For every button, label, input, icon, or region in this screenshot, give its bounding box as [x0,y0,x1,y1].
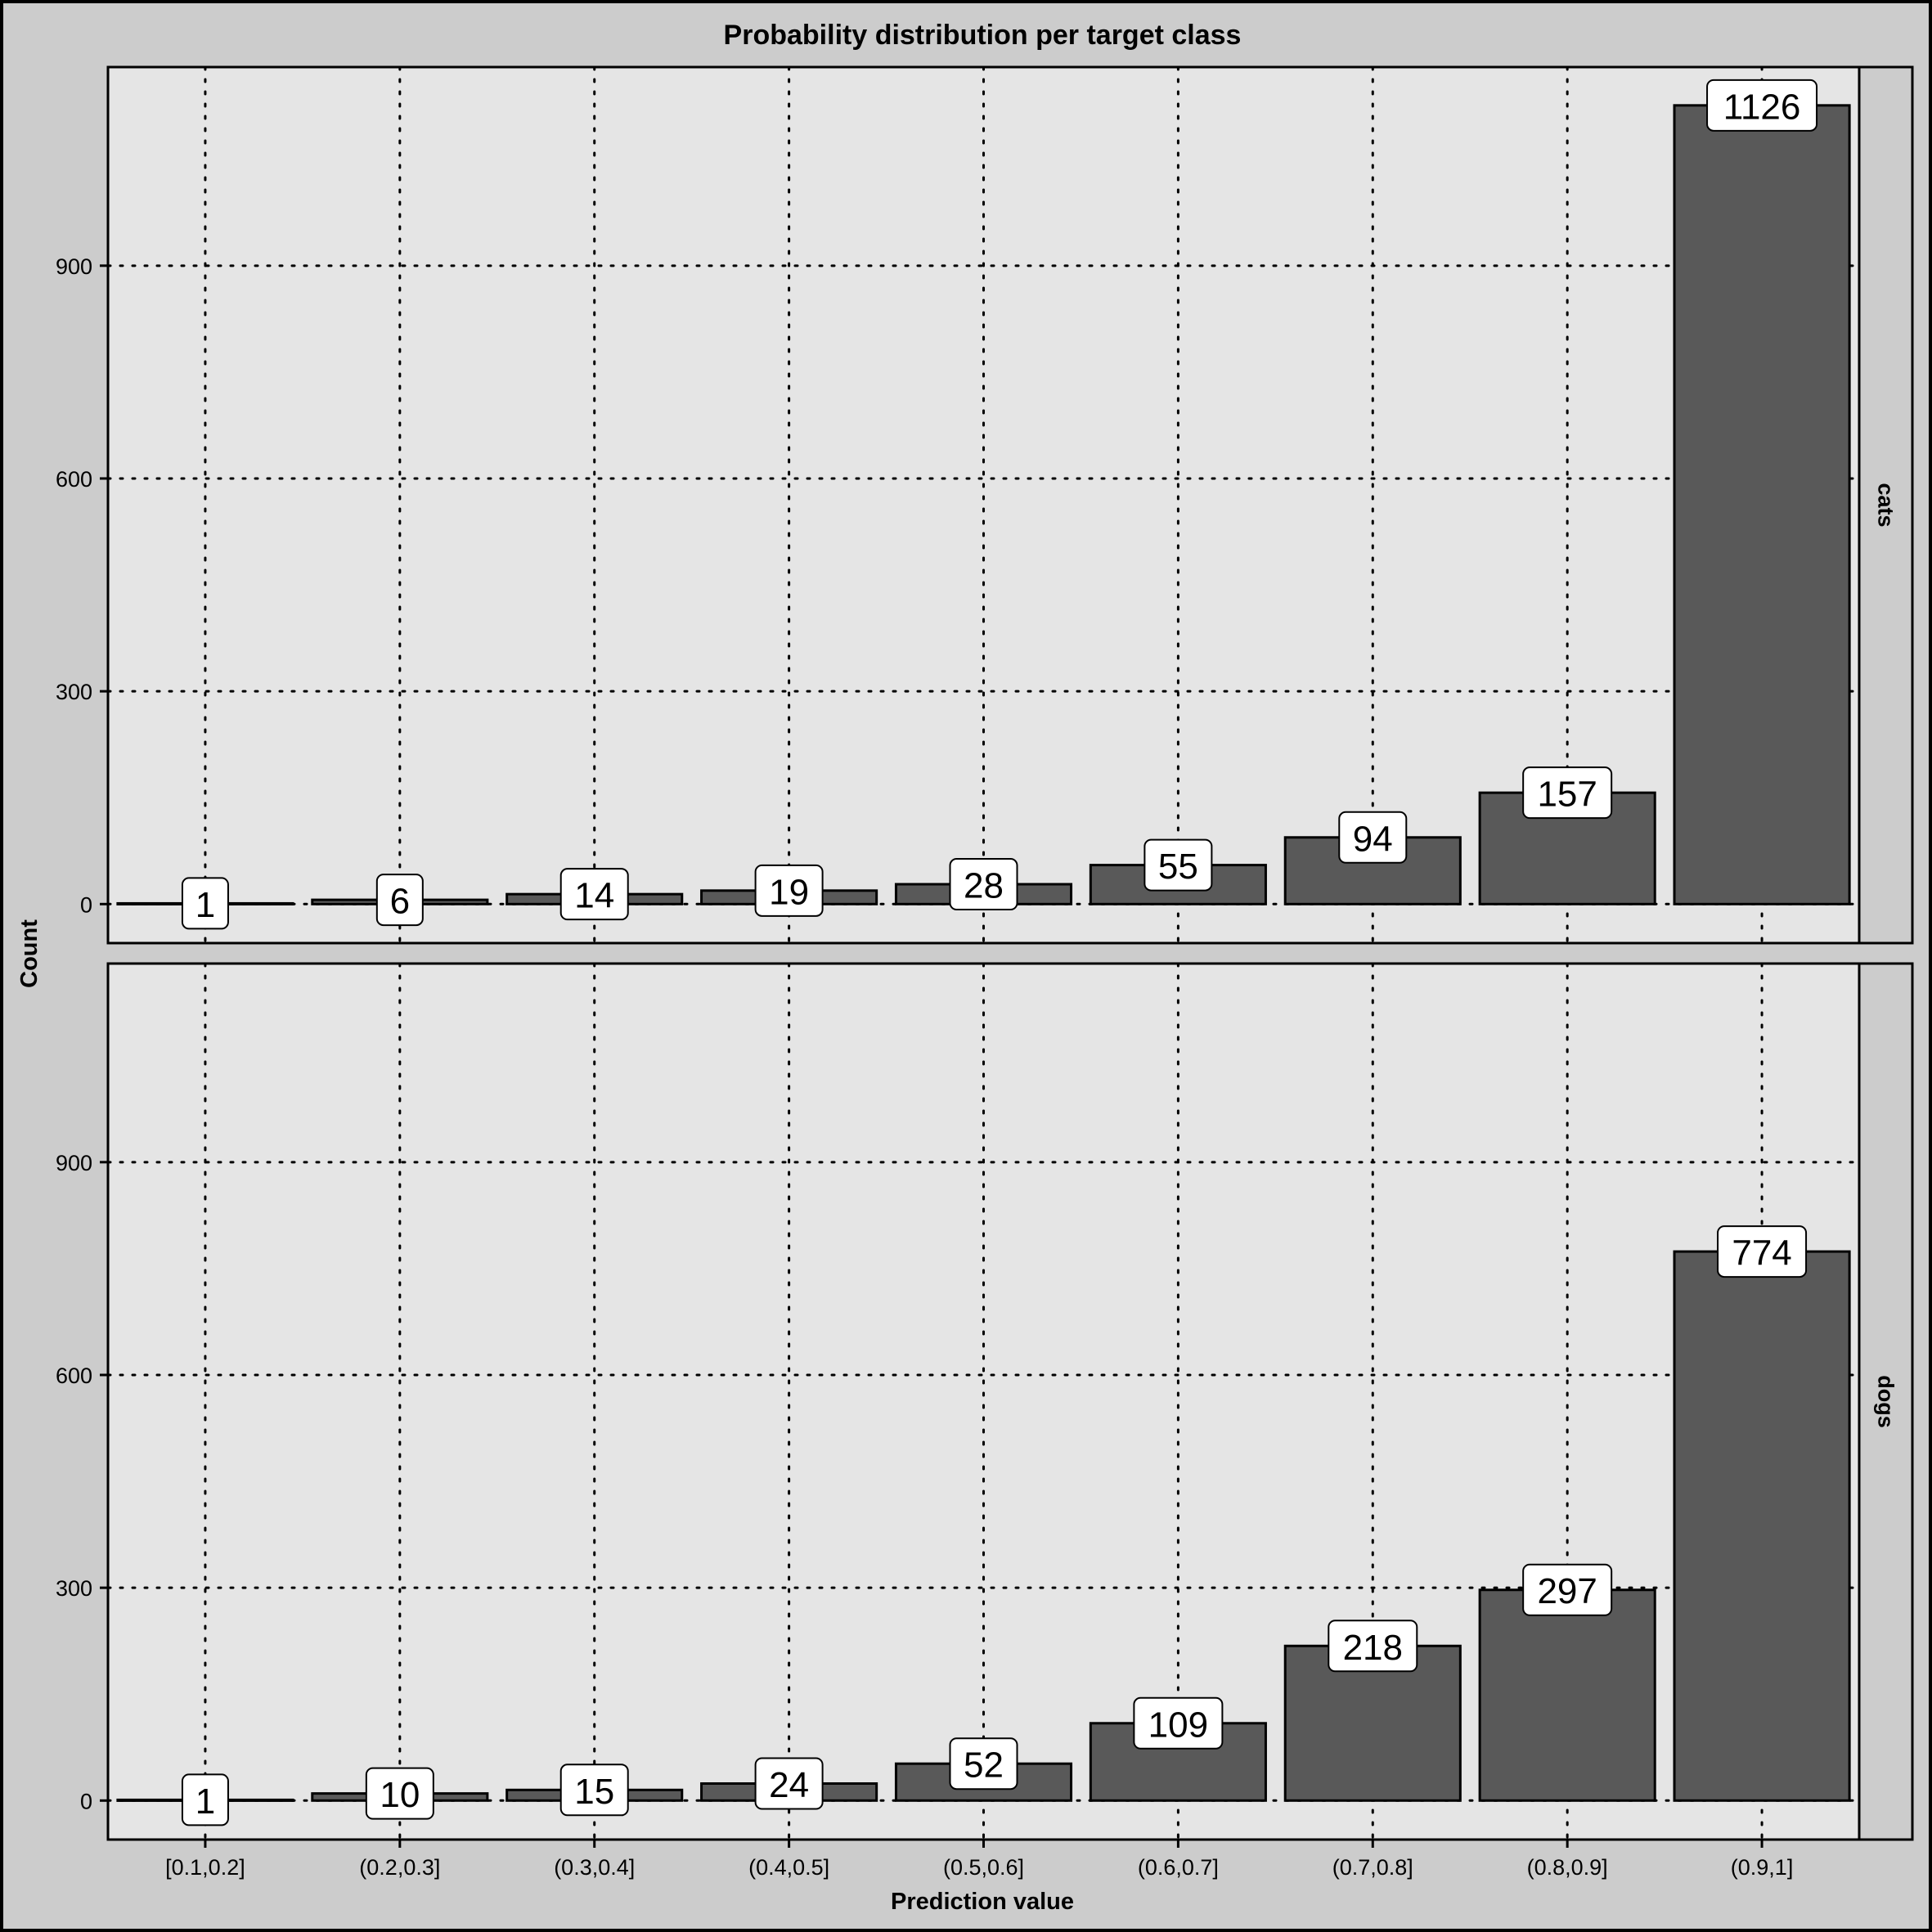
x-axis: [0.1,0.2] (0.2,0.3] (0.3,0.4] (0.4,0.5] (0.5… [165,1840,1793,1880]
data-label-text: 15 [574,1772,614,1812]
y-tick-label: 0 [80,892,92,917]
data-label-cats-2: 14 [559,868,629,921]
x-tick-label: (0.3,0.4] [554,1855,635,1880]
data-label-text: 6 [390,882,410,922]
data-label-box [1133,1696,1224,1750]
data-label-text: 157 [1537,775,1597,815]
data-label-box [375,874,424,927]
data-label-box [1143,838,1213,892]
data-label-box [181,877,229,930]
data-label-dogs-0: 1 [181,1773,229,1826]
facet-strip [1858,962,1914,1841]
data-label-cats-1: 6 [375,874,424,927]
data-label-box [754,1757,824,1810]
data-label-box [1706,79,1818,132]
data-label-text: 297 [1537,1571,1597,1611]
data-label-box [949,858,1018,911]
data-label-box [1522,766,1613,820]
data-label-dogs-7: 297 [1522,1563,1613,1616]
data-label-box [559,1764,629,1817]
data-label-dogs-1: 10 [365,1767,434,1820]
data-label-text: 24 [769,1765,809,1805]
x-tick-label: [0.1,0.2] [165,1855,245,1880]
data-label-cats-0: 1 [181,877,229,930]
x-tick-label: (0.4,0.5] [748,1855,829,1880]
data-label-text: 55 [1158,847,1198,887]
data-label-box [1522,1563,1613,1616]
facet-strip-label: dogs [1874,1375,1898,1428]
data-label-dogs-4: 52 [949,1737,1018,1790]
facet-panel-cats: 1 6 14 19 28 55 94 157 1126 0 300 600 900 cats [56,65,1914,945]
data-label-text: 19 [769,872,809,912]
data-label-text: 52 [964,1746,1004,1786]
data-label-cats-3: 19 [754,864,824,917]
data-label-box [1717,1225,1808,1278]
data-label-box [365,1767,434,1820]
y-tick-label: 600 [56,1364,92,1388]
data-label-text: 218 [1343,1628,1403,1668]
data-label-box [1338,811,1408,864]
x-tick-label: (0.6,0.7] [1138,1855,1219,1880]
data-label-box [949,1737,1018,1790]
data-label-text: 14 [574,876,614,916]
x-tick-label: (0.5,0.6] [943,1855,1024,1880]
data-label-box [559,868,629,921]
x-axis-title: Prediction value [891,1889,1074,1915]
facet-strip-label: cats [1874,483,1898,527]
facet-panels: 1 6 14 19 28 55 94 157 1126 0 300 600 900 cats 1 10 15 24… [56,65,1914,1841]
bar-dogs-8 [1673,1250,1851,1802]
data-label-box [1328,1620,1418,1673]
data-label-text: 1 [195,885,215,925]
data-label-box [754,864,824,917]
facet-strip [1858,65,1914,945]
data-label-cats-7: 157 [1522,766,1613,820]
data-label-text: 1126 [1723,87,1801,127]
y-tick-label: 900 [56,1151,92,1175]
data-label-text: 774 [1732,1233,1791,1274]
data-label-text: 28 [964,866,1004,906]
bar-cats-8 [1673,104,1851,905]
y-tick-label: 300 [56,680,92,704]
data-label-box [181,1773,229,1826]
y-tick-label: 900 [56,254,92,279]
x-tick-label: (0.2,0.3] [359,1855,440,1880]
data-label-dogs-8: 774 [1717,1225,1808,1278]
data-label-text: 1 [195,1781,215,1822]
data-label-dogs-6: 218 [1328,1620,1418,1673]
x-tick-label: (0.9,1] [1731,1855,1794,1880]
y-tick-label: 0 [80,1789,92,1813]
x-tick-label: (0.8,0.9] [1527,1855,1608,1880]
x-tick-label: (0.7,0.8] [1332,1855,1413,1880]
facet-panel-dogs: 1 10 15 24 52 109 218 297 774 0 300 600 900 dogs [56,962,1914,1841]
data-label-cats-8: 1126 [1706,79,1818,132]
data-label-dogs-3: 24 [754,1757,824,1810]
y-axis-title: Count [16,919,43,988]
data-label-text: 10 [380,1775,420,1815]
data-label-cats-4: 28 [949,858,1018,911]
chart-title: Probability distribution per target clas… [724,20,1242,51]
data-label-dogs-5: 109 [1133,1696,1224,1750]
data-label-cats-5: 55 [1143,838,1213,892]
y-tick-label: 600 [56,467,92,492]
bar-dogs-7 [1478,1588,1656,1802]
data-label-text: 94 [1353,819,1393,859]
y-tick-label: 300 [56,1576,92,1601]
data-label-cats-6: 94 [1338,811,1408,864]
data-label-dogs-2: 15 [559,1764,629,1817]
data-label-text: 109 [1148,1705,1208,1745]
